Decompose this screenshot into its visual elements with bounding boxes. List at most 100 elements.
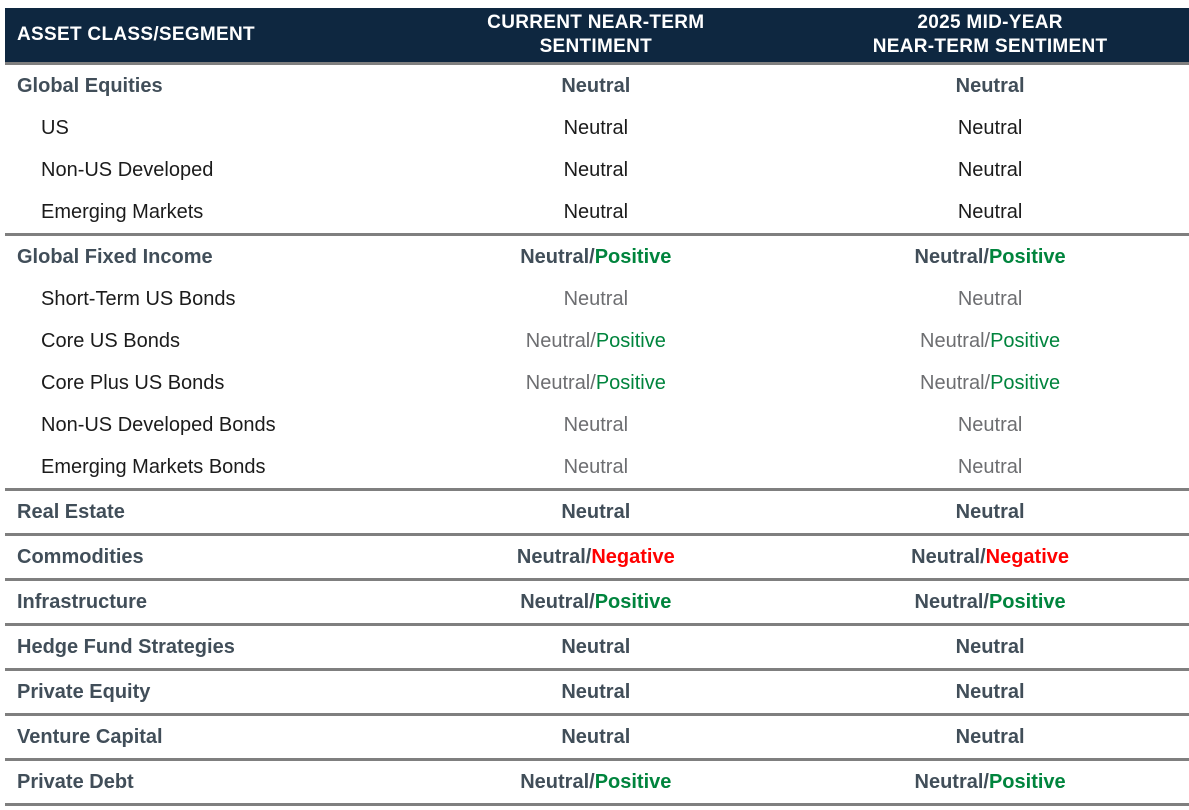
sentiment-text: Neutral [563, 455, 629, 478]
sentiment-current: Neutral [400, 501, 791, 524]
sentiment-midyear: Neutral [791, 456, 1189, 479]
sentiment-text: Neutral [957, 455, 1023, 478]
table-row: Global Equities Neutral Neutral [5, 65, 1189, 107]
sentiment-midyear: Neutral [791, 636, 1189, 659]
sentiment-text: Negative [591, 545, 675, 568]
sentiment-midyear: Neutral [791, 159, 1189, 182]
table-row: Core US Bonds Neutral/Positive Neutral/Pos… [5, 320, 1189, 362]
header-midyear-sentiment: 2025 MID-YEAR NEAR-TERM SENTIMENT [872, 12, 1108, 57]
table-row: Infrastructure Neutral/Positive Neutral/Po… [5, 581, 1189, 623]
sentiment-current: Neutral [400, 681, 791, 704]
sentiment-current: Neutral/Positive [400, 330, 791, 353]
asset-label: Non-US Developed [41, 158, 214, 181]
sentiment-text: Neutral/ [911, 545, 986, 568]
sentiment-text: Neutral [955, 725, 1025, 748]
asset-label: Infrastructure [17, 590, 148, 613]
header-current-sentiment: CURRENT NEAR-TERM SENTIMENT [487, 12, 705, 57]
sentiment-current: Neutral [400, 288, 791, 311]
sentiment-text: Positive [594, 245, 672, 268]
table-row: US Neutral Neutral [5, 107, 1189, 149]
table-header-row: ASSET CLASS/SEGMENT CURRENT NEAR-TERM SE… [5, 8, 1189, 62]
sentiment-text: Neutral [955, 500, 1025, 523]
asset-label: Global Fixed Income [17, 245, 213, 268]
asset-label: Real Estate [17, 500, 125, 523]
sentiment-text: Neutral/ [525, 371, 596, 394]
sentiment-midyear: Neutral [791, 726, 1189, 749]
asset-label: Private Equity [17, 680, 151, 703]
asset-label: Commodities [17, 545, 144, 568]
table-section: Commodities Neutral/Negative Neutral/Negat… [5, 536, 1189, 581]
sentiment-current: Neutral/Positive [400, 591, 791, 614]
sentiment-current: Neutral/Positive [400, 771, 791, 794]
sentiment-text: Neutral/ [920, 371, 991, 394]
sentiment-midyear: Neutral/Positive [791, 771, 1189, 794]
sentiment-text: Positive [595, 371, 666, 394]
header-divider [5, 62, 1189, 65]
sentiment-text: Neutral [563, 116, 629, 139]
sentiment-text: Neutral/ [920, 329, 991, 352]
sentiment-text: Positive [594, 590, 672, 613]
asset-label: Emerging Markets [41, 200, 204, 223]
sentiment-text: Neutral/ [520, 770, 595, 793]
asset-label: Non-US Developed Bonds [41, 413, 276, 436]
table-row: Hedge Fund Strategies Neutral Neutral [5, 626, 1189, 668]
sentiment-text: Neutral [561, 500, 631, 523]
sentiment-current: Neutral [400, 636, 791, 659]
sentiment-current: Neutral [400, 201, 791, 224]
sentiment-text: Neutral [561, 635, 631, 658]
sentiment-text: Neutral/ [516, 545, 592, 568]
table-row: Non-US Developed Neutral Neutral [5, 149, 1189, 191]
table-section: Private Debt Neutral/Positive Neutral/Posi… [5, 761, 1189, 806]
sentiment-midyear: Neutral/Positive [791, 330, 1189, 353]
sentiment-midyear: Neutral [791, 681, 1189, 704]
table-row: Core Plus US Bonds Neutral/Positive Neutra… [5, 362, 1189, 404]
table-row: Short-Term US Bonds Neutral Neutral [5, 278, 1189, 320]
sentiment-current: Neutral [400, 456, 791, 479]
header-asset-class: ASSET CLASS/SEGMENT [17, 24, 255, 45]
sentiment-midyear: Neutral [791, 288, 1189, 311]
sentiment-midyear: Neutral [791, 117, 1189, 140]
sentiment-text: Positive [594, 770, 672, 793]
table-row: Emerging Markets Neutral Neutral [5, 191, 1189, 233]
sentiment-text: Neutral [957, 413, 1023, 436]
asset-label: Short-Term US Bonds [41, 287, 236, 310]
sentiment-text: Neutral [957, 158, 1023, 181]
sentiment-text: Neutral/ [520, 245, 595, 268]
sentiment-text: Neutral [563, 158, 629, 181]
sentiment-text: Positive [990, 329, 1061, 352]
asset-label: US [41, 116, 69, 139]
asset-label: Core US Bonds [41, 329, 180, 352]
sentiment-current: Neutral [400, 726, 791, 749]
sentiment-midyear: Neutral [791, 75, 1189, 98]
sentiment-current: Neutral/Positive [400, 246, 791, 269]
sentiment-text: Positive [988, 245, 1066, 268]
table-row: Non-US Developed Bonds Neutral Neutral [5, 404, 1189, 446]
sentiment-text: Neutral [957, 116, 1023, 139]
asset-label: Global Equities [17, 74, 163, 97]
table-section: Global Fixed Income Neutral/Positive Neutr… [5, 236, 1189, 491]
sentiment-midyear: Neutral/Positive [791, 591, 1189, 614]
sentiment-text: Neutral [563, 287, 629, 310]
sentiment-text: Positive [988, 590, 1066, 613]
table-row: Global Fixed Income Neutral/Positive Neutr… [5, 236, 1189, 278]
sentiment-text: Positive [595, 329, 666, 352]
table-section: Venture Capital Neutral Neutral [5, 716, 1189, 761]
asset-label: Core Plus US Bonds [41, 371, 225, 394]
table-section: Infrastructure Neutral/Positive Neutral/Po… [5, 581, 1189, 626]
sentiment-table: ASSET CLASS/SEGMENT CURRENT NEAR-TERM SE… [5, 8, 1189, 806]
sentiment-text: Negative [985, 545, 1069, 568]
sentiment-midyear: Neutral [791, 414, 1189, 437]
sentiment-text: Positive [990, 371, 1061, 394]
sentiment-text: Neutral [957, 200, 1023, 223]
sentiment-text: Neutral [563, 200, 629, 223]
table-section: Hedge Fund Strategies Neutral Neutral [5, 626, 1189, 671]
table-section: Global Equities Neutral Neutral US Neutral Ne… [5, 65, 1189, 236]
sentiment-text: Neutral/ [914, 590, 989, 613]
asset-label: Emerging Markets Bonds [41, 455, 266, 478]
table-row: Emerging Markets Bonds Neutral Neutral [5, 446, 1189, 488]
sentiment-current: Neutral [400, 414, 791, 437]
sentiment-text: Neutral [561, 74, 631, 97]
sentiment-current: Neutral/Positive [400, 372, 791, 395]
sentiment-midyear: Neutral [791, 201, 1189, 224]
asset-label: Venture Capital [17, 725, 163, 748]
